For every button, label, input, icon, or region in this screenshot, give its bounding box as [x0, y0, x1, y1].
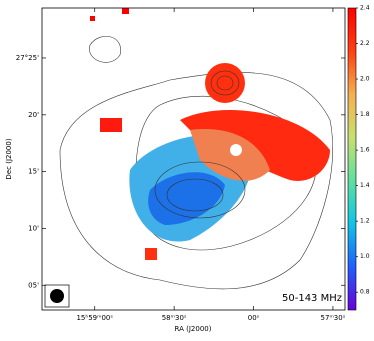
x-tick-label: 58ᵐ30ˢ — [162, 314, 187, 322]
y-tick-label: 15' — [28, 168, 39, 176]
annotation: 50-143 MHz — [282, 293, 342, 304]
colorbar-tick-label: 0.8 — [360, 289, 370, 296]
x-tick-label: 00ˢ — [248, 314, 260, 322]
y-axis-label: Dec (J2000) — [5, 138, 13, 179]
colorbar-tick-label: 1.6 — [360, 147, 370, 154]
y-tick-label: 20' — [28, 111, 39, 119]
map — [59, 8, 333, 290]
colorbar — [347, 7, 357, 311]
x-axis-label: RA (J2000) — [175, 325, 212, 333]
colorbar-tick-label: 2.4 — [360, 5, 370, 12]
colorbar-tick-label: 2.2 — [360, 40, 370, 47]
x-tick-label: 15ʰ59ᵐ00ˢ — [76, 314, 113, 322]
colorbar-tick-label: 1.4 — [360, 182, 370, 189]
beam — [50, 289, 64, 303]
colorbar-tick-label: 2.0 — [360, 76, 370, 83]
plot-frame — [41, 7, 346, 311]
colorbar-tick-label: 1.8 — [360, 111, 370, 118]
x-tick-label: 57ᵐ30ˢ — [321, 314, 346, 322]
y-tick-label: 27°25' — [16, 54, 39, 62]
colorbar-tick-label: 1.0 — [360, 253, 370, 260]
y-tick-label: 10' — [28, 224, 39, 232]
y-tick-label: 05' — [28, 281, 39, 289]
colorbar-tick-label: 1.2 — [360, 218, 370, 225]
